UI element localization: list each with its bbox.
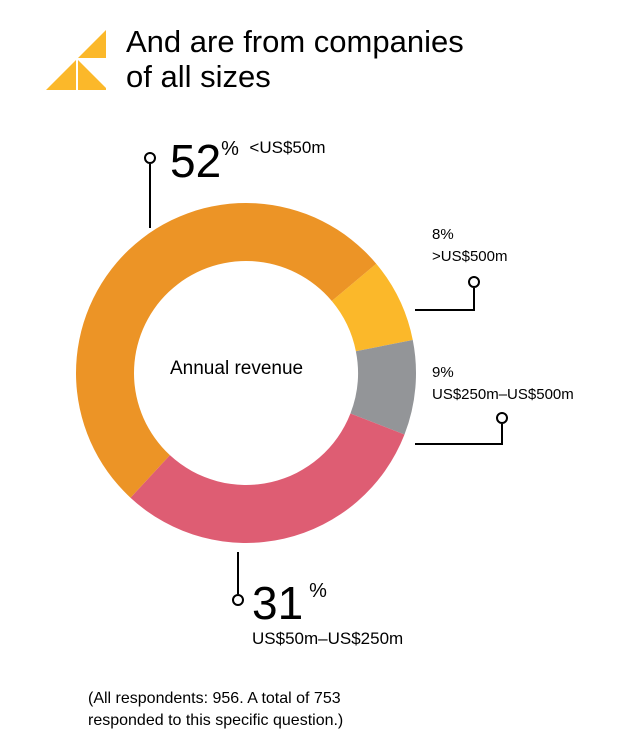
footnote: (All respondents: 956. A total of 753 re…: [88, 688, 448, 732]
footnote-line-1: (All respondents: 956. A total of 753: [88, 690, 341, 707]
percent-sign: %: [221, 138, 239, 160]
category-250-500m: US$250m–US$500m: [432, 386, 574, 403]
category-50-250m: US$50m–US$250m: [252, 629, 404, 648]
donut-chart: [76, 152, 508, 606]
donut-slice-1: [331, 263, 413, 352]
logo-icon: [46, 30, 106, 90]
percent-sign: %: [309, 580, 327, 602]
leader-line-over500m: [415, 288, 475, 311]
leader-dot-50-250m: [232, 594, 244, 606]
value-250-500m: 9%: [432, 364, 454, 381]
title-line-1: And are from companies: [126, 24, 464, 59]
page-title: And are from companies of all sizes: [126, 24, 464, 94]
label-over500m: 8% >US$500m: [432, 224, 507, 268]
footnote-line-2: responded to this specific question.): [88, 712, 344, 729]
value-under50m: 52: [170, 135, 222, 187]
leader-line-250-500m: [415, 424, 503, 445]
value-50-250m: 31: [252, 577, 304, 629]
donut-slice-2: [350, 339, 416, 435]
label-50-250m: 31% US$50m–US$250m: [252, 580, 403, 650]
leader-dot-over500m: [468, 276, 480, 288]
leader-dot-under50m: [144, 152, 156, 164]
category-under50m: <US$50m: [249, 138, 326, 157]
value-over500m: 8%: [432, 226, 454, 243]
label-under50m: 52% <US$50m: [170, 137, 326, 184]
title-line-2: of all sizes: [126, 59, 271, 94]
category-over500m: >US$500m: [432, 248, 508, 265]
label-250-500m: 9% US$250m–US$500m: [432, 362, 574, 406]
leader-dot-250-500m: [496, 412, 508, 424]
donut-slice-3: [130, 413, 405, 543]
donut-slice-0: [76, 203, 377, 498]
center-label: Annual revenue: [170, 358, 304, 379]
